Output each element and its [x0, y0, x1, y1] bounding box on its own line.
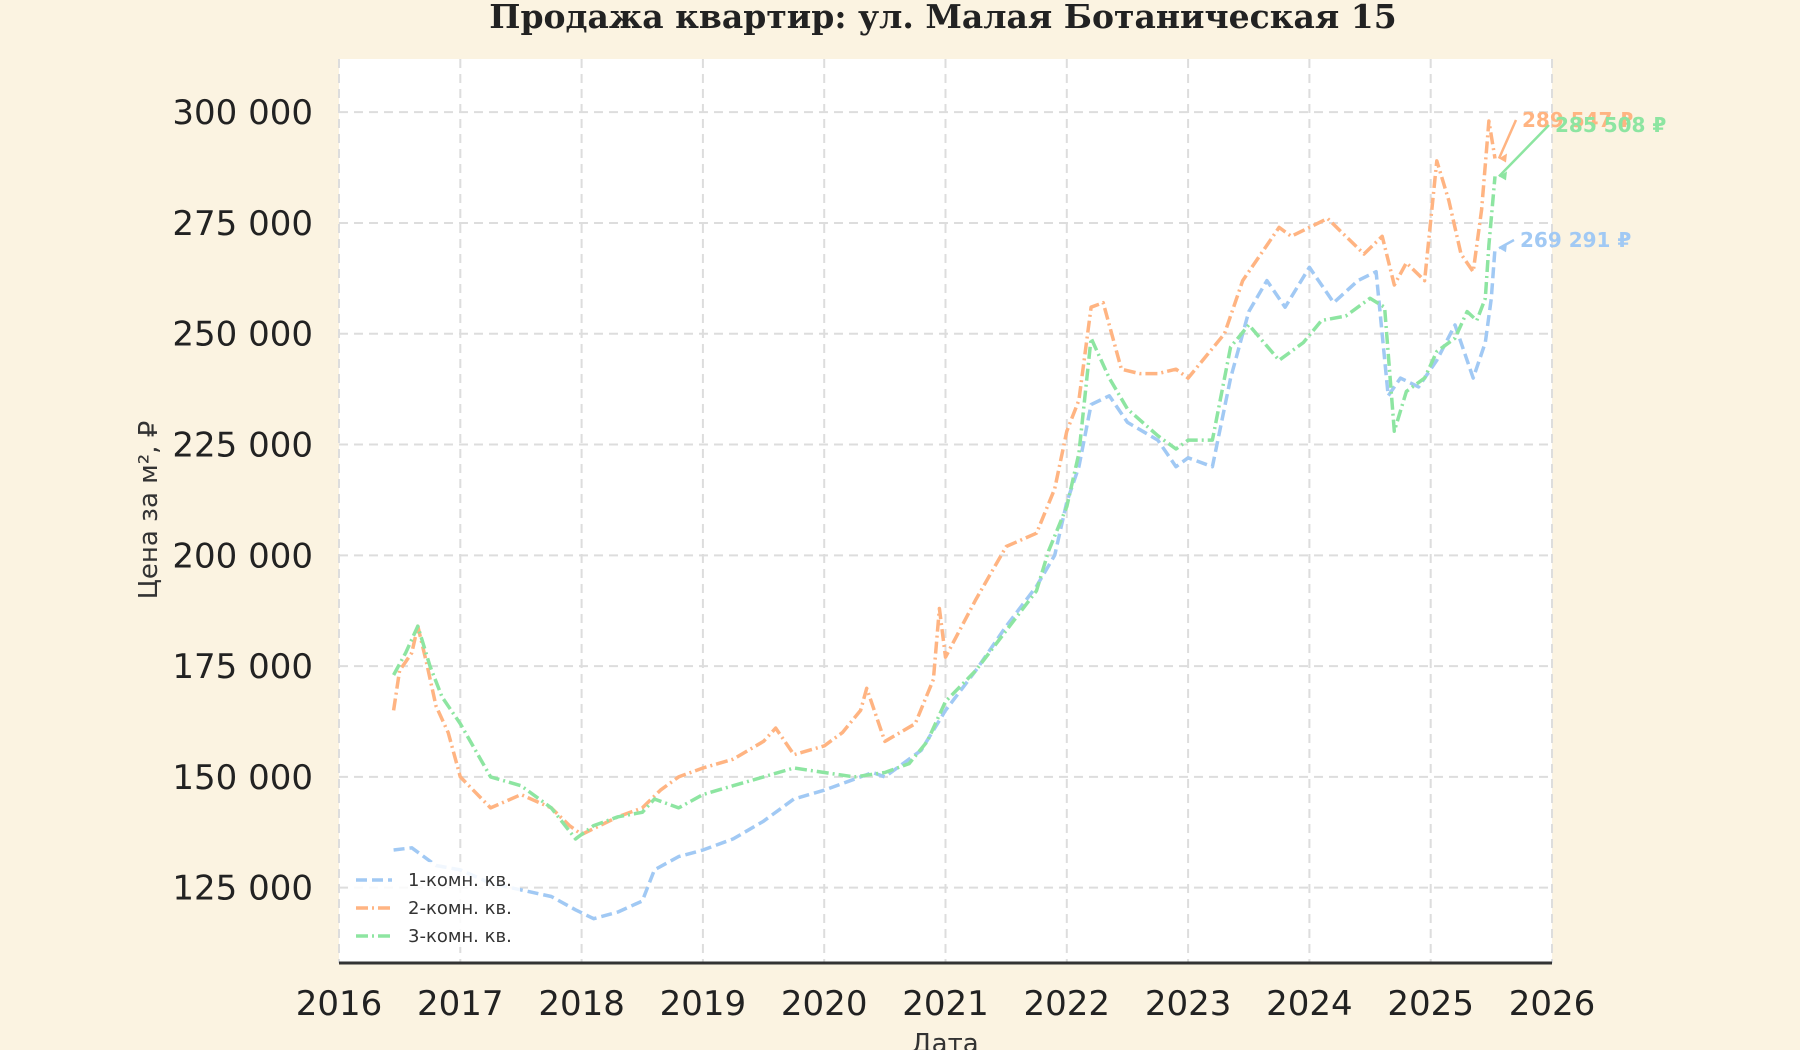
- x-tick-label: 2016: [296, 984, 383, 1024]
- x-tick-label: 2025: [1387, 984, 1474, 1024]
- x-tick-label: 2019: [660, 984, 747, 1024]
- y-tick-label: 250 000: [172, 315, 313, 355]
- y-tick-label: 125 000: [172, 869, 313, 909]
- x-tick-label: 2023: [1145, 984, 1232, 1024]
- annotation-label: 285 508 ₽: [1555, 113, 1666, 137]
- y-tick-label: 225 000: [172, 426, 313, 466]
- y-tick-label: 300 000: [172, 93, 313, 133]
- y-tick-label: 175 000: [172, 647, 313, 687]
- legend-label-3: 3-комн. кв.: [408, 926, 512, 947]
- annotation-arrow: [1497, 119, 1518, 160]
- y-axis-title: Цена за м², ₽: [134, 421, 164, 600]
- series-line-3: [392, 176, 1497, 841]
- y-tick-label: 150 000: [172, 758, 313, 798]
- x-tick-label: 2021: [902, 984, 989, 1024]
- annotation-arrowhead: [1498, 243, 1507, 253]
- legend: 1-комн. кв. 2-комн. кв. 3-комн. кв.: [350, 862, 520, 947]
- x-tick-label: 2022: [1024, 984, 1111, 1024]
- annotation-arrowhead: [1498, 153, 1507, 163]
- annotation-label: 269 291 ₽: [1520, 228, 1631, 252]
- annotation-label: 289 547 ₽: [1522, 108, 1633, 132]
- chart-title: Продажа квартир: ул. Малая Ботаническая …: [489, 0, 1396, 36]
- grid: [338, 59, 1553, 963]
- annotation-arrow: [1498, 124, 1550, 178]
- x-tick-label: 2018: [538, 984, 625, 1024]
- series-lines: [391, 119, 1497, 921]
- x-tick-label: 2024: [1266, 984, 1353, 1024]
- x-tick-label: 2026: [1509, 984, 1596, 1024]
- x-axis-title: Дата: [911, 1029, 978, 1050]
- legend-box: [350, 862, 520, 947]
- x-tick-labels: 2016 2017 2018 2019 2020 2021 2022 2023 2024 2025…: [296, 984, 1596, 1024]
- x-tick-label: 2020: [781, 984, 868, 1024]
- legend-label-2: 2-комн. кв.: [408, 898, 512, 919]
- series-line-1: [393, 248, 1497, 921]
- y-tick-label: 275 000: [172, 204, 313, 244]
- y-tick-labels: 125 000 150 000 175 000 200 000 225 000 250 0…: [172, 93, 313, 908]
- y-tick-label: 200 000: [172, 536, 313, 576]
- end-value-annotations: 289 547 ₽285 508 ₽ 269 291 ₽: [1497, 108, 1666, 253]
- x-tick-label: 2017: [417, 984, 504, 1024]
- annotation-arrowhead: [1498, 171, 1507, 181]
- legend-label-1: 1-комн. кв.: [408, 870, 512, 891]
